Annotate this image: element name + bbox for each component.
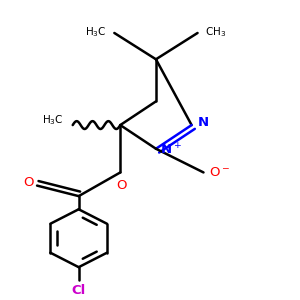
Text: O: O: [116, 179, 127, 192]
Text: CH$_3$: CH$_3$: [205, 25, 226, 39]
Text: H$_3$C: H$_3$C: [85, 25, 107, 39]
Text: H$_3$C: H$_3$C: [42, 113, 64, 127]
Text: O$^-$: O$^-$: [209, 166, 231, 179]
Text: O: O: [24, 176, 34, 190]
Text: Cl: Cl: [71, 284, 86, 297]
Text: N$^+$: N$^+$: [160, 142, 182, 158]
Text: N: N: [198, 116, 209, 129]
